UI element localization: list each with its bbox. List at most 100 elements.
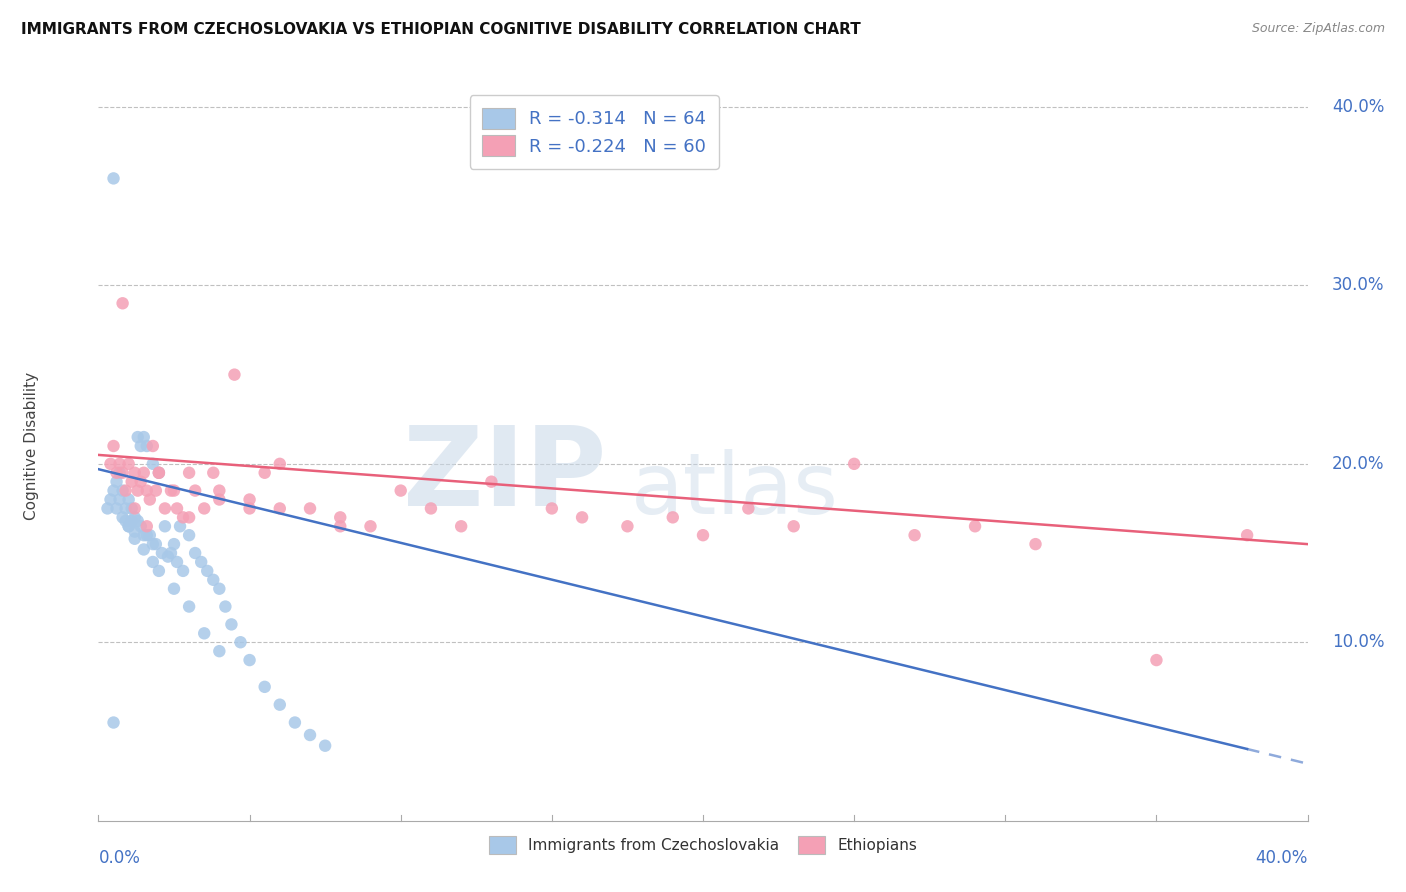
Point — [118, 519, 141, 533]
Point — [160, 483, 183, 498]
Point — [153, 519, 176, 533]
Point — [229, 635, 252, 649]
Point — [193, 501, 215, 516]
Point — [150, 546, 173, 560]
Point — [571, 510, 593, 524]
Point — [108, 457, 131, 471]
Point — [114, 514, 136, 528]
Point — [166, 555, 188, 569]
Point — [172, 510, 194, 524]
Text: 40.0%: 40.0% — [1256, 849, 1308, 867]
Point — [103, 171, 125, 186]
Point — [108, 466, 131, 480]
Point — [221, 617, 243, 632]
Point — [163, 537, 186, 551]
Point — [153, 501, 176, 516]
Point — [118, 492, 141, 507]
Point — [129, 519, 152, 533]
Point — [163, 582, 186, 596]
Point — [132, 430, 155, 444]
Point — [127, 483, 149, 498]
Point — [179, 510, 201, 524]
Point — [142, 439, 165, 453]
Point — [481, 475, 503, 489]
Point — [108, 492, 131, 507]
Point — [253, 466, 276, 480]
Point — [195, 564, 218, 578]
Point — [118, 519, 141, 533]
Point — [148, 466, 170, 480]
Point — [208, 582, 231, 596]
Point — [540, 501, 562, 516]
Point — [148, 466, 170, 480]
Point — [269, 457, 291, 471]
Point — [139, 492, 162, 507]
Point — [193, 626, 215, 640]
Point — [737, 501, 759, 516]
Point — [616, 519, 638, 533]
Point — [239, 492, 262, 507]
Point — [135, 439, 157, 453]
Point — [132, 528, 155, 542]
Point — [132, 542, 155, 557]
Point — [114, 501, 136, 516]
Point — [124, 510, 146, 524]
Point — [202, 573, 225, 587]
Point — [118, 457, 141, 471]
Point — [111, 466, 134, 480]
Point — [184, 483, 207, 498]
Text: 10.0%: 10.0% — [1331, 633, 1385, 651]
Point — [160, 546, 183, 560]
Point — [253, 680, 276, 694]
Point — [329, 510, 352, 524]
Point — [692, 528, 714, 542]
Point — [163, 483, 186, 498]
Point — [360, 519, 382, 533]
Point — [172, 564, 194, 578]
Point — [844, 457, 866, 471]
Point — [124, 466, 146, 480]
Point — [148, 466, 170, 480]
Point — [145, 483, 167, 498]
Point — [124, 524, 146, 539]
Point — [111, 296, 134, 310]
Text: ZIP: ZIP — [404, 423, 606, 530]
Point — [420, 501, 443, 516]
Point — [314, 739, 336, 753]
Point — [169, 519, 191, 533]
Text: 40.0%: 40.0% — [1331, 98, 1384, 116]
Point — [269, 501, 291, 516]
Point — [239, 653, 262, 667]
Point — [1144, 653, 1167, 667]
Point — [179, 466, 201, 480]
Point — [132, 466, 155, 480]
Text: Source: ZipAtlas.com: Source: ZipAtlas.com — [1251, 22, 1385, 36]
Point — [156, 549, 179, 564]
Point — [329, 519, 352, 533]
Point — [127, 514, 149, 528]
Point — [148, 564, 170, 578]
Point — [166, 501, 188, 516]
Point — [284, 715, 307, 730]
Point — [124, 501, 146, 516]
Text: IMMIGRANTS FROM CZECHOSLOVAKIA VS ETHIOPIAN COGNITIVE DISABILITY CORRELATION CHA: IMMIGRANTS FROM CZECHOSLOVAKIA VS ETHIOP… — [21, 22, 860, 37]
Point — [142, 555, 165, 569]
Point — [111, 483, 134, 498]
Point — [105, 501, 128, 516]
Point — [299, 728, 322, 742]
Point — [208, 492, 231, 507]
Text: 30.0%: 30.0% — [1331, 277, 1385, 294]
Point — [1024, 537, 1046, 551]
Point — [239, 501, 262, 516]
Point — [1236, 528, 1258, 542]
Point — [139, 528, 162, 542]
Point — [135, 528, 157, 542]
Point — [135, 483, 157, 498]
Point — [103, 715, 125, 730]
Point — [121, 475, 143, 489]
Point — [121, 514, 143, 528]
Point — [142, 537, 165, 551]
Point — [269, 698, 291, 712]
Point — [111, 510, 134, 524]
Point — [389, 483, 412, 498]
